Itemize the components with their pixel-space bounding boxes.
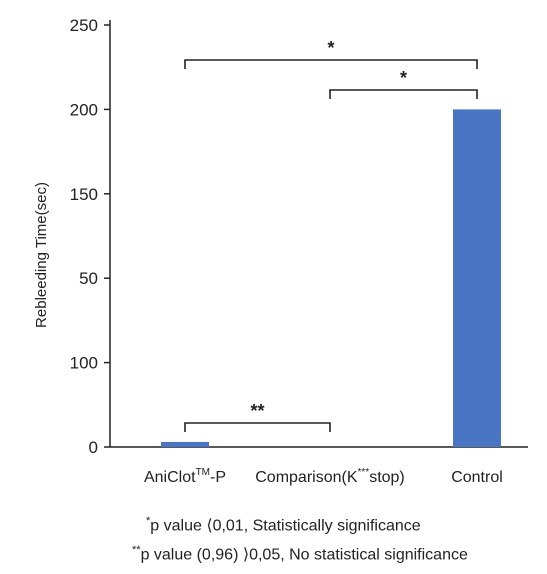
y-tick-label: 50 (79, 269, 98, 288)
x-category-label: Control (451, 469, 503, 486)
footnote-mark: ** (132, 544, 141, 556)
footnote-text: p value ⟨0,01, Statistically significanc… (150, 517, 421, 535)
x-category-labels: AniClotTM-P Comparison(K***stop) Control (144, 467, 503, 486)
bars (161, 109, 501, 448)
bracket-0 (184, 59, 478, 69)
bracket-2 (184, 422, 331, 432)
y-tick-label: 100 (70, 354, 98, 373)
bar-0 (161, 441, 209, 447)
bar-2 (453, 109, 501, 448)
x-category-label: AniClotTM-P (144, 467, 226, 486)
x-category-label: Comparison(K***stop) (255, 467, 405, 486)
y-axis-label: Rebleeding Time(sec) (33, 182, 50, 328)
bracket-label-0: * (327, 38, 334, 58)
footnote-text: p value (0,96) ⟩0,05, No statistical sig… (140, 546, 468, 564)
y-tick-label: 200 (70, 100, 98, 119)
bracket-label-1: * (400, 68, 407, 88)
y-ticks: 0 100 50 150 200 250 (70, 16, 110, 457)
bracket-1 (329, 89, 478, 99)
significance-brackets: **** (184, 38, 478, 432)
footnote-significant: *p value ⟨0,01, Statistically significan… (146, 515, 421, 535)
bracket-label-2: ** (250, 401, 264, 421)
footnote-not-significant: **p value (0,96) ⟩0,05, No statistical s… (132, 544, 468, 564)
y-tick-label: 250 (70, 16, 98, 35)
y-tick-label: 0 (89, 438, 98, 457)
footnote-mark: * (146, 515, 151, 527)
y-tick-label: 150 (70, 185, 98, 204)
